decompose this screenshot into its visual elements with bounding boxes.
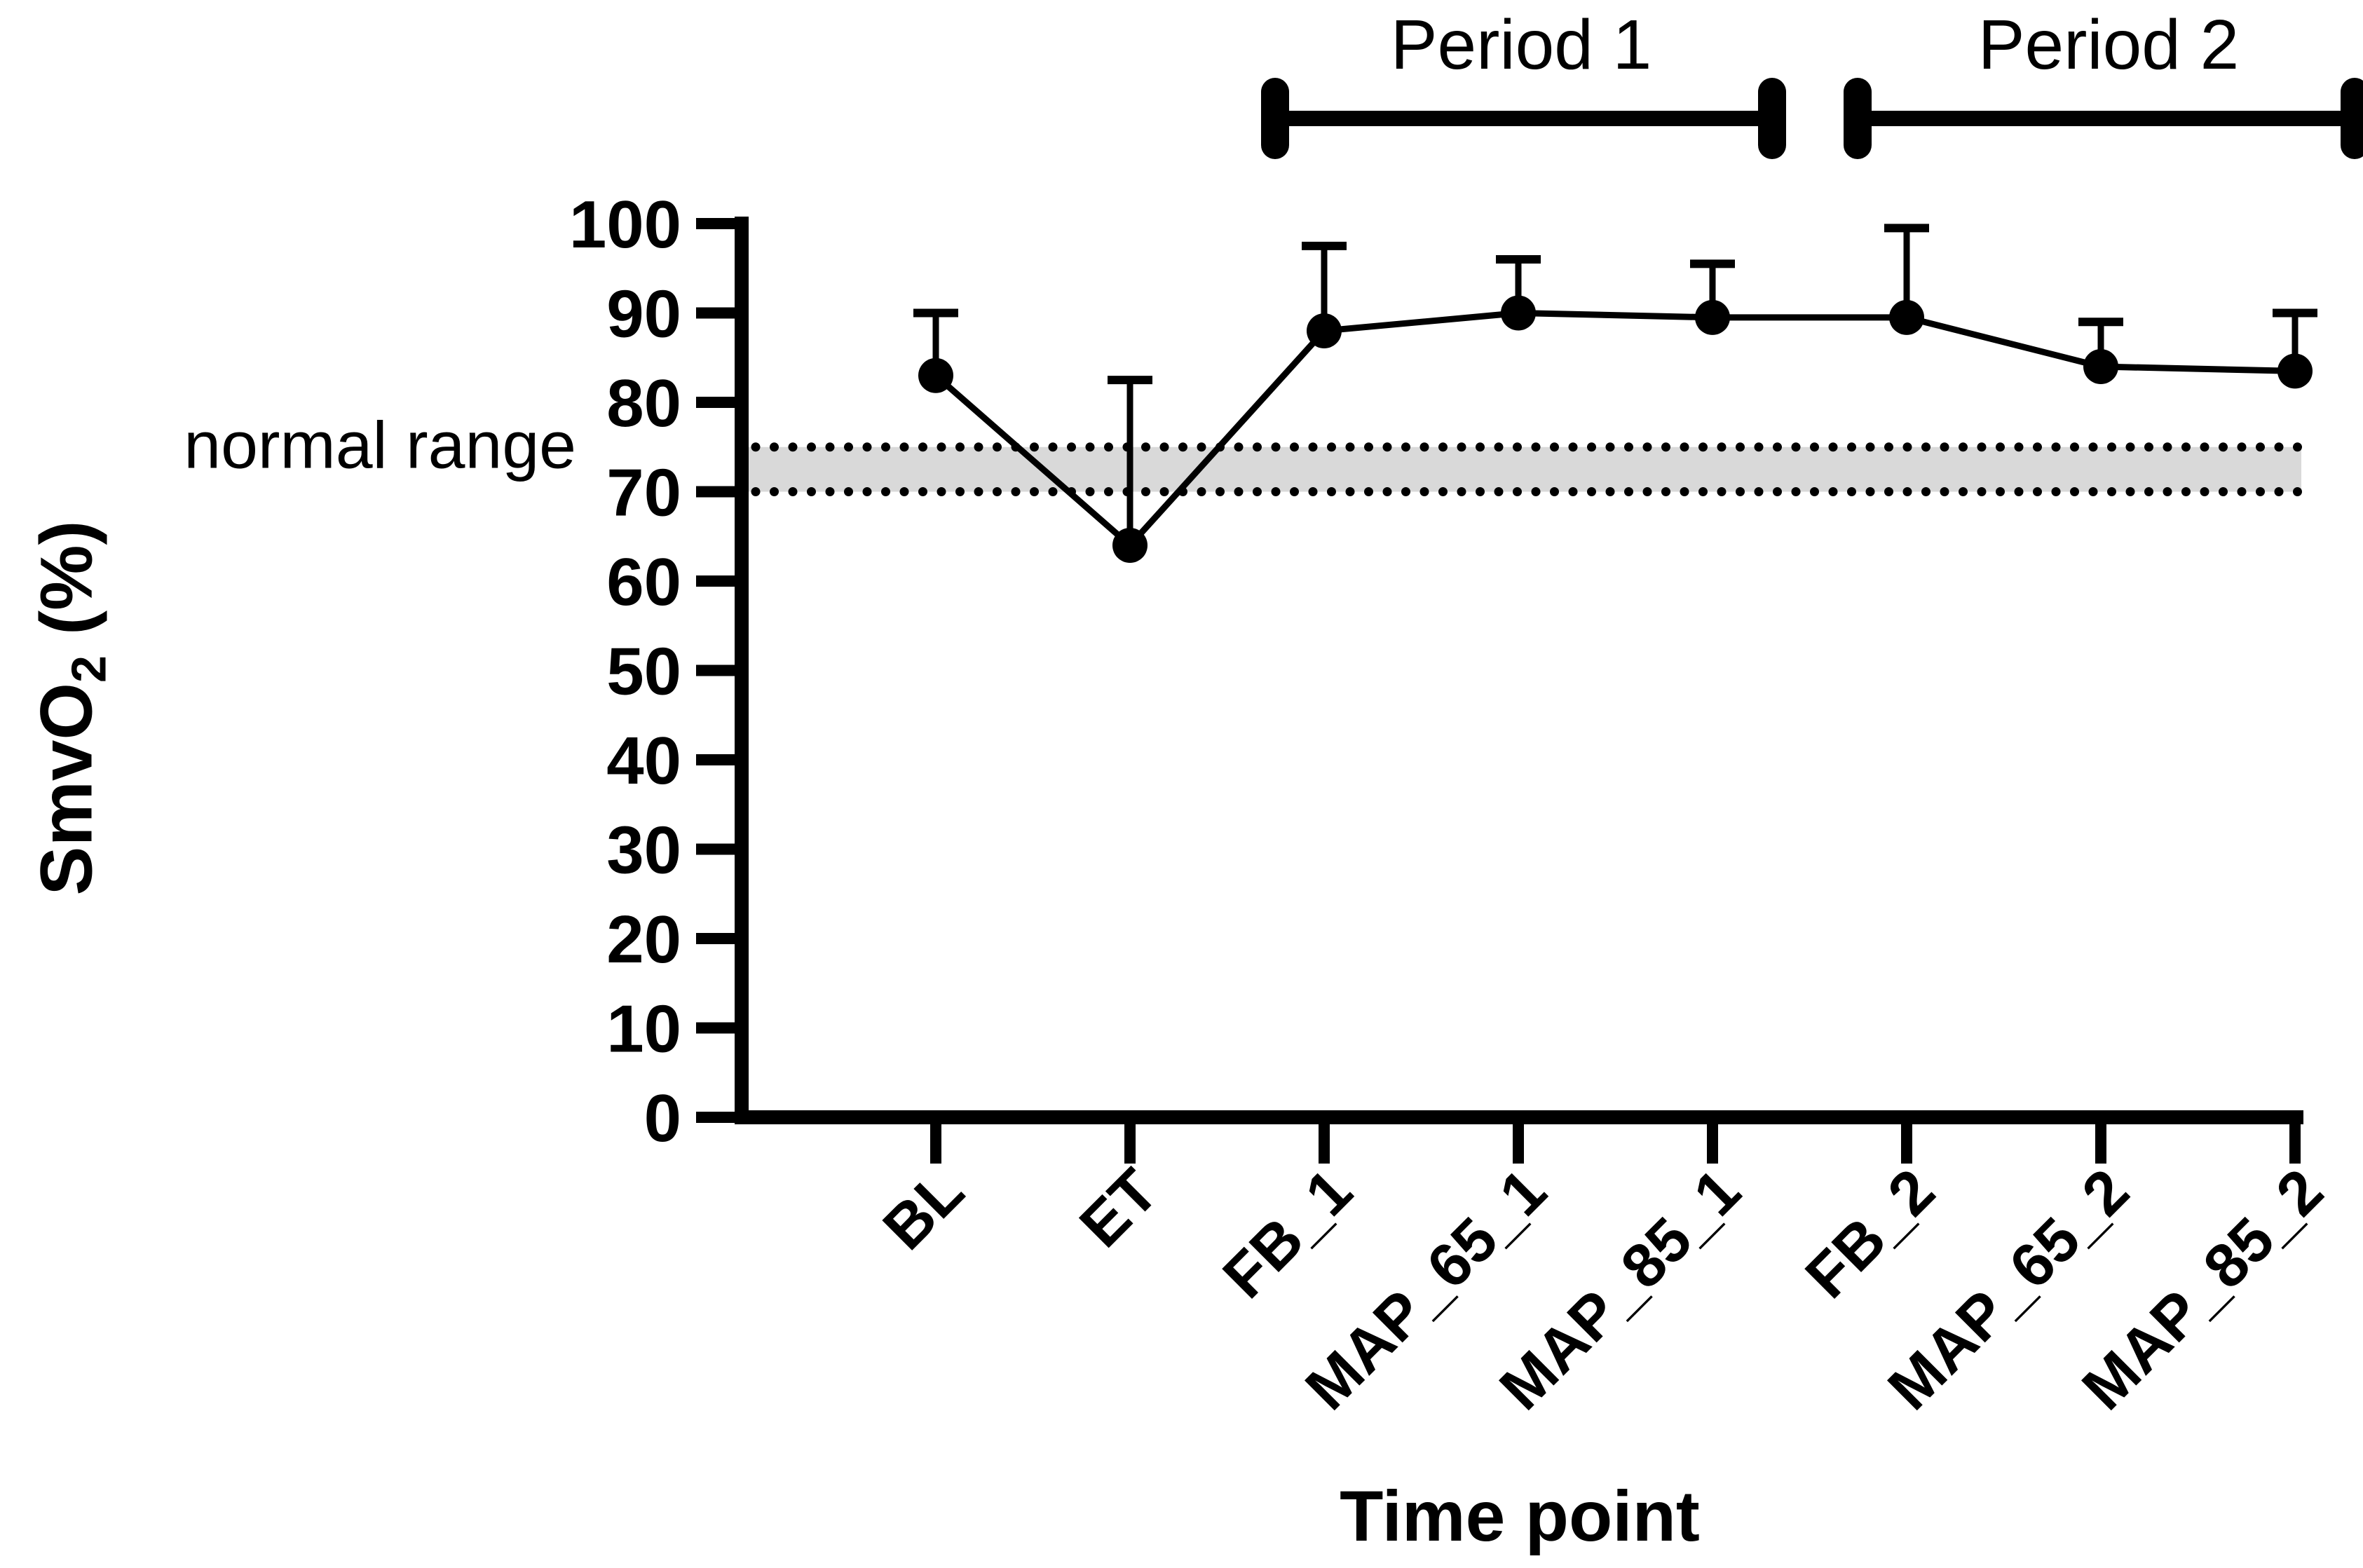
normal-range-band [749,446,2301,492]
x-tick [1707,1124,1718,1164]
y-tick-label: 20 [606,902,681,977]
data-point-FB_2 [1889,299,1924,335]
data-point-BL [918,357,953,393]
y-tick [696,307,735,319]
period-2-bracket-cap [2341,78,2363,159]
x-category-label: BL [869,1155,976,1262]
normal-range-label: normal range [184,408,576,483]
y-tick [696,664,735,676]
x-category-label: FB_2 [1792,1155,1947,1311]
data-point-MAP_65_1 [1501,295,1536,331]
data-point-ET [1112,528,1148,563]
y-tick [696,1022,735,1034]
period-1-bracket-cap [1758,78,1786,159]
x-tick [930,1124,941,1164]
y-tick-label: 80 [606,366,681,441]
y-axis-title-suffix: (%) [25,520,108,656]
y-axis-title-main: SmvO [25,682,108,896]
x-tick [2289,1124,2301,1164]
y-tick [696,1112,735,1123]
x-tick [2095,1124,2106,1164]
y-tick [696,754,735,765]
y-tick-label: 90 [606,277,681,352]
y-tick-label: 0 [644,1081,681,1156]
y-tick-label: 30 [606,813,681,888]
period-2-bracket-cap [1844,78,1872,159]
y-tick [696,397,735,408]
data-line [934,309,2296,550]
period-1-label: Period 1 [1390,6,1652,84]
y-tick-label: 100 [569,187,681,262]
x-category-label: FB_1 [1209,1155,1365,1311]
y-tick-label: 10 [606,992,681,1067]
y-tick-label: 50 [606,634,681,709]
x-tick [1901,1124,1912,1164]
data-point-MAP_85_1 [1695,299,1730,335]
data-point-MAP_65_2 [2083,349,2118,384]
x-tick [1513,1124,1524,1164]
y-tick [696,575,735,587]
x-category-label: ET [1066,1155,1171,1260]
y-tick-label: 60 [606,545,681,620]
period-2-label: Period 2 [1977,6,2240,84]
x-axis-title: Time point [1340,1476,1700,1556]
data-point-MAP_85_2 [2277,353,2313,389]
period-1-bracket-cap [1261,78,1289,159]
y-axis-line [735,217,749,1124]
y-tick-label: 70 [606,456,681,531]
y-tick [696,486,735,498]
x-axis-line [735,1110,2303,1124]
data-point-FB_1 [1307,313,1342,348]
y-axis-title-subscript: 2 [61,655,116,683]
y-tick [696,933,735,944]
y-tick [696,218,735,229]
y-tick-label: 40 [606,723,681,798]
y-axis-title: SmvO2 (%) [26,521,116,896]
x-tick [1319,1124,1330,1164]
y-tick [696,843,735,855]
x-tick [1124,1124,1136,1164]
